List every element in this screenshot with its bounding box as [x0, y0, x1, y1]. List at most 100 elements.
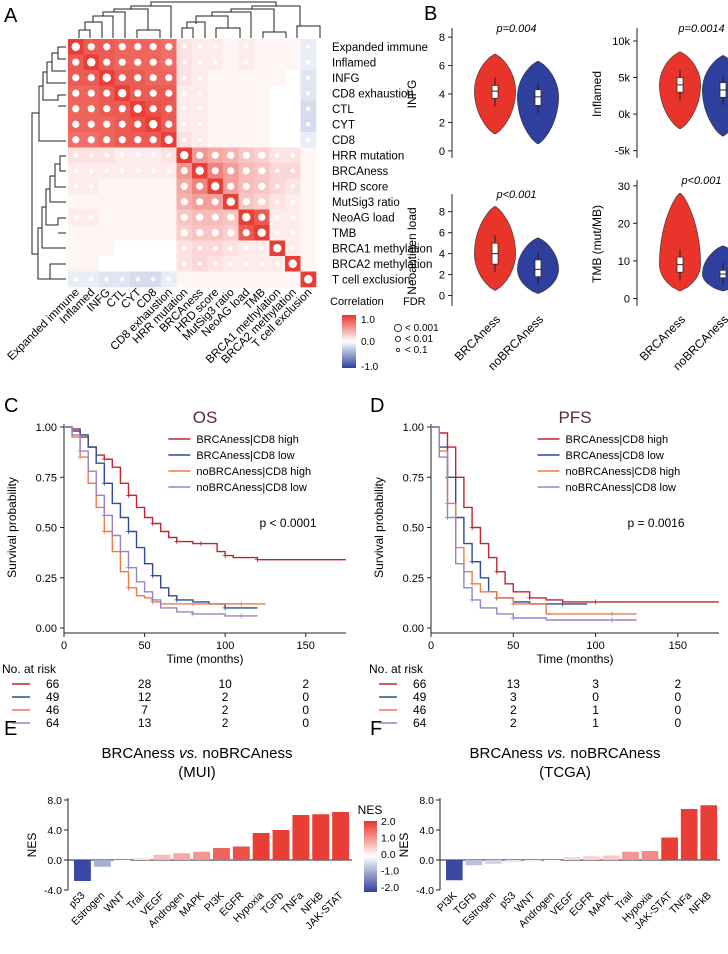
- heatmap-diagonal-dot: [164, 135, 173, 144]
- fdr-dot: [197, 246, 202, 251]
- km-censor-mark: [469, 581, 475, 587]
- km-censor-mark: [222, 553, 228, 559]
- km-censor-mark: [150, 597, 156, 603]
- heatmap-cell: [207, 132, 224, 148]
- violin-y-tick-label: 6: [439, 61, 445, 73]
- km-censor-mark: [469, 525, 475, 530]
- km-censor-mark: [77, 454, 83, 460]
- violin-y-tick-label: 6: [439, 228, 445, 240]
- heatmap-cell: [145, 225, 162, 241]
- risk-table-value: 2: [302, 677, 309, 691]
- fdr-dot: [118, 74, 126, 82]
- fdr-dot: [180, 167, 188, 175]
- heatmap-diagonal-dot: [257, 228, 266, 237]
- fdr-dot: [306, 91, 311, 96]
- heatmap-cell: [99, 256, 115, 272]
- fdr-dot: [87, 43, 95, 51]
- risk-table-value: 2: [222, 716, 229, 730]
- km-censor-mark: [190, 611, 196, 617]
- risk-table-value: 49: [413, 690, 427, 704]
- risk-table-value: 7: [141, 703, 148, 717]
- fdr-dot: [89, 153, 94, 158]
- fdr-dot: [180, 182, 188, 190]
- fdr-dot: [197, 122, 202, 127]
- km-x-tick-label: 50: [507, 640, 519, 652]
- heatmap-diagonal-dot: [288, 259, 297, 268]
- km-censor-mark: [494, 569, 500, 575]
- fdr-dot: [242, 182, 250, 190]
- violin-plots: 0 2 4 6 8 INFG p=0.004 -5k 0k 5k 10k Inflamed p=0.00…: [405, 23, 728, 373]
- fdr-dot: [72, 58, 80, 66]
- heatmap-row-label: CYT: [332, 119, 355, 131]
- km-title: OS: [193, 408, 218, 427]
- km-censor-mark: [150, 520, 156, 526]
- heatmap-cell: [238, 132, 255, 148]
- fdr-dot: [228, 246, 233, 251]
- fdr-dot: [258, 213, 266, 221]
- km-curve: [431, 426, 637, 621]
- risk-table-value: 10: [218, 677, 232, 691]
- bar-subtitle: (TCGA): [539, 764, 591, 781]
- heatmap-row-label: Expanded immune: [332, 42, 428, 54]
- risk-table-value: 12: [138, 690, 152, 704]
- fdr-dot: [73, 215, 78, 220]
- km-y-tick-label: 0.00: [403, 623, 424, 635]
- violin-y-tick-label: 30: [618, 181, 630, 193]
- fdr-dot: [151, 168, 156, 173]
- fdr-dot: [275, 153, 280, 158]
- heatmap-cell: [238, 271, 255, 288]
- fdr-dot: [213, 261, 218, 266]
- violin-y-tick-label: 0k: [618, 109, 630, 121]
- fdr-dot: [180, 229, 188, 237]
- fdr-dot: [290, 230, 295, 235]
- violin-y-tick-label: 0: [439, 146, 445, 158]
- fdr-dot: [87, 74, 95, 82]
- heatmap-cell: [114, 256, 131, 272]
- fdr-dot: [118, 58, 126, 66]
- km-censor-mark: [101, 529, 107, 535]
- fdr-dot: [306, 106, 311, 111]
- km-censor-mark: [254, 557, 260, 563]
- bar-category-label: WNT: [102, 889, 128, 915]
- fdr-dot: [180, 213, 188, 221]
- fdr-dot: [258, 198, 266, 206]
- heatmap-cell: [145, 256, 162, 272]
- fdr-dot: [165, 43, 173, 51]
- heatmap-row-label: BRCA2 methylation: [332, 259, 432, 271]
- heatmap-row-label: BRCAness: [332, 166, 388, 178]
- km-x-tick-label: 0: [61, 640, 67, 652]
- heatmap-cell: [83, 194, 100, 210]
- bar-subtitle: (MUI): [178, 764, 216, 781]
- heatmap-diagonal-dot: [87, 58, 96, 67]
- risk-table-value: 66: [46, 677, 60, 691]
- violin-y-tick-label: 4: [439, 249, 445, 261]
- fdr-level-2: < 0.01: [405, 334, 434, 345]
- violin-box: [534, 89, 542, 106]
- corr-tick-0: 0.0: [361, 337, 375, 348]
- km-censor-mark: [238, 613, 244, 619]
- violin-neoag: 0 2 4 6 8 Neoantigen load p<0.001: [405, 189, 559, 306]
- fdr-legend-title: FDR: [403, 296, 426, 308]
- km-title: PFS: [558, 408, 591, 427]
- violin-y-tick-label: 8: [439, 32, 445, 44]
- fdr-dot: [165, 89, 173, 97]
- heatmap-cell: [223, 101, 239, 117]
- km-y-tick-label: 0.50: [403, 523, 424, 535]
- km-censor-mark: [609, 617, 615, 623]
- risk-table-value: 2: [675, 677, 682, 691]
- km-censor-mark: [444, 514, 450, 520]
- violin-y-tick-label: 4: [439, 89, 445, 101]
- km-y-tick-label: 0.00: [36, 623, 57, 635]
- fdr-dot: [197, 60, 202, 65]
- heatmap-cell: [285, 271, 301, 288]
- heatmap-cell: [238, 101, 255, 117]
- fdr-dot: [87, 136, 95, 144]
- heatmap-cell: [300, 178, 317, 195]
- violin-y-tick-label: 5k: [618, 73, 630, 85]
- nes-bar: [641, 851, 659, 860]
- heatmap-cell: [269, 271, 286, 288]
- fdr-dot: [165, 120, 173, 128]
- fdr-dot: [306, 60, 311, 65]
